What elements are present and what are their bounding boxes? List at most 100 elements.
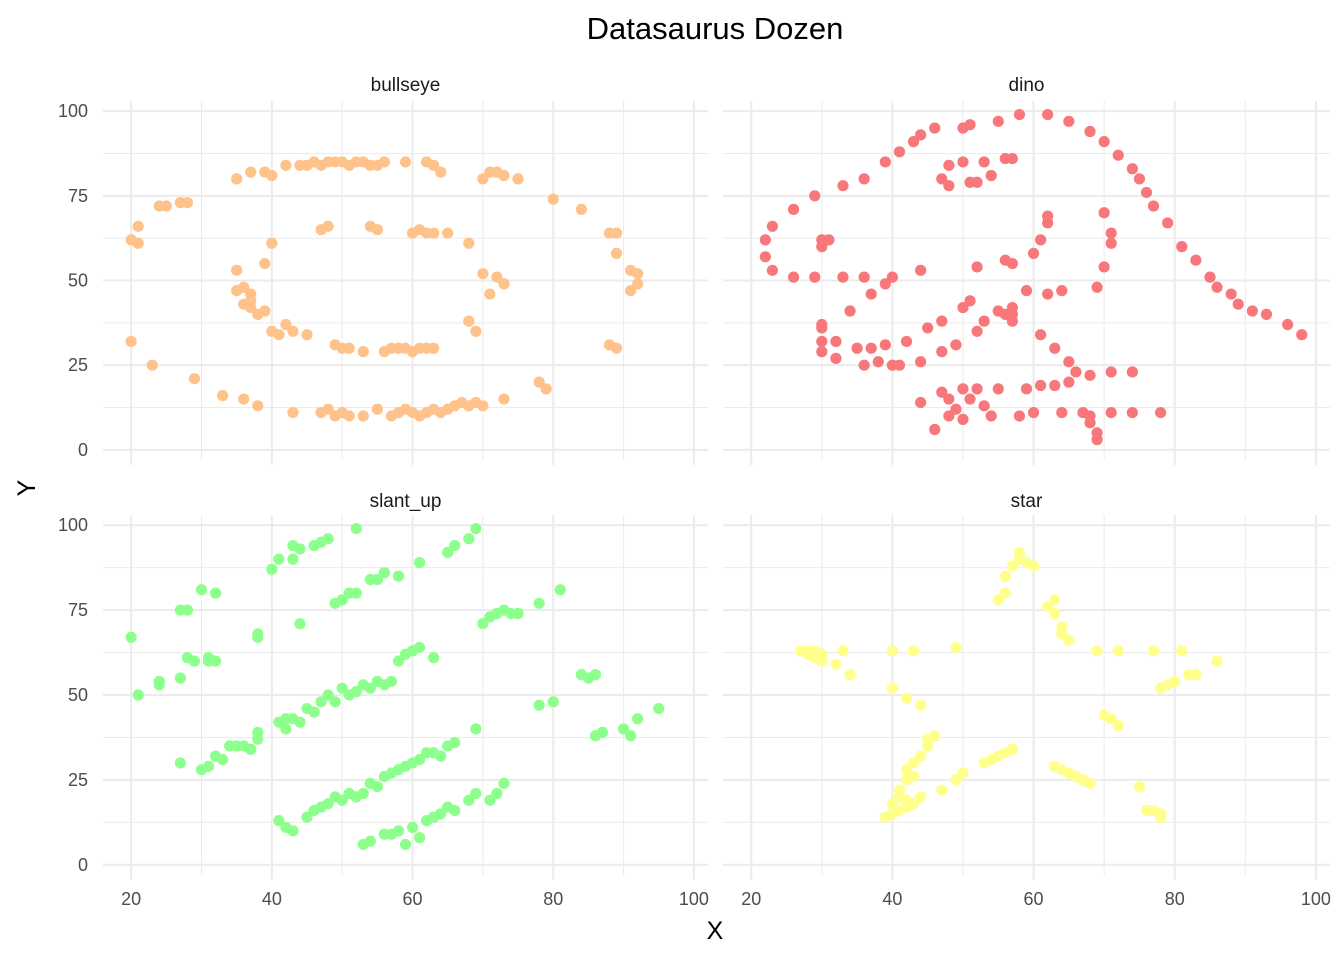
data-point bbox=[554, 584, 566, 596]
data-point bbox=[1155, 811, 1167, 823]
data-point bbox=[371, 573, 383, 586]
data-point bbox=[174, 757, 186, 769]
data-point bbox=[1232, 298, 1244, 310]
data-point bbox=[1190, 254, 1202, 266]
data-point bbox=[357, 410, 369, 422]
data-point bbox=[294, 543, 306, 555]
data-point bbox=[1211, 281, 1223, 293]
data-point bbox=[1049, 607, 1061, 620]
data-point bbox=[329, 696, 341, 708]
data-point bbox=[929, 730, 941, 742]
data-point bbox=[872, 356, 884, 368]
data-point bbox=[922, 322, 934, 334]
data-point bbox=[957, 301, 969, 314]
data-point bbox=[181, 604, 194, 616]
data-point bbox=[950, 403, 962, 415]
data-point bbox=[1020, 285, 1033, 297]
data-point bbox=[978, 315, 990, 327]
data-point bbox=[132, 220, 144, 232]
data-point bbox=[1098, 207, 1110, 219]
data-point bbox=[146, 359, 158, 371]
data-point bbox=[238, 281, 250, 293]
data-point bbox=[992, 383, 1004, 395]
facet-panels: bullseye 0 25 50 75 100 dino slant_up 0 25 50 75 100… bbox=[58, 75, 1331, 909]
data-point bbox=[1176, 645, 1188, 657]
data-point bbox=[449, 736, 461, 749]
data-point bbox=[1126, 366, 1138, 378]
data-point bbox=[477, 268, 489, 280]
data-point bbox=[964, 295, 976, 307]
data-point bbox=[1098, 261, 1110, 273]
data-point bbox=[392, 655, 405, 667]
data-point bbox=[1246, 305, 1258, 317]
data-point bbox=[153, 679, 165, 691]
data-point bbox=[1105, 406, 1117, 419]
data-point bbox=[1126, 406, 1138, 419]
data-point bbox=[174, 672, 186, 684]
data-point bbox=[809, 190, 821, 202]
facet-label-slant_up: slant_up bbox=[370, 491, 442, 512]
data-point bbox=[231, 173, 243, 185]
data-point bbox=[322, 533, 334, 545]
data-point bbox=[350, 522, 362, 535]
data-point bbox=[787, 271, 800, 283]
x-tick-label: 80 bbox=[1165, 889, 1185, 909]
data-point bbox=[498, 169, 510, 182]
data-point bbox=[132, 237, 144, 249]
data-point bbox=[308, 706, 320, 718]
data-point bbox=[294, 716, 306, 728]
x-tick-label: 80 bbox=[543, 889, 563, 909]
data-point bbox=[195, 584, 208, 596]
data-point bbox=[1027, 560, 1040, 572]
data-point bbox=[1013, 108, 1026, 121]
data-point bbox=[1105, 237, 1117, 249]
data-point bbox=[498, 278, 510, 290]
data-point bbox=[1147, 200, 1160, 212]
data-point bbox=[322, 220, 334, 232]
data-point bbox=[589, 669, 602, 681]
data-point bbox=[357, 787, 369, 800]
data-point bbox=[287, 553, 299, 565]
data-point bbox=[442, 227, 454, 239]
data-point bbox=[830, 352, 842, 364]
data-point bbox=[858, 271, 870, 283]
data-point bbox=[1035, 329, 1047, 341]
data-point bbox=[413, 641, 426, 654]
data-point bbox=[1112, 645, 1124, 657]
data-point bbox=[1084, 417, 1096, 429]
data-point bbox=[837, 645, 849, 657]
data-point bbox=[181, 197, 194, 209]
data-point bbox=[893, 146, 906, 158]
data-point bbox=[886, 271, 898, 283]
data-point bbox=[837, 180, 849, 192]
data-point bbox=[477, 400, 489, 412]
data-point bbox=[1056, 406, 1068, 419]
x-tick-label: 20 bbox=[741, 889, 761, 909]
data-point bbox=[766, 220, 779, 232]
data-point bbox=[617, 723, 630, 735]
data-point bbox=[1084, 777, 1096, 789]
data-point bbox=[759, 234, 771, 246]
data-point bbox=[1027, 247, 1040, 260]
data-point bbox=[575, 203, 587, 215]
data-point bbox=[406, 821, 419, 834]
x-tick-label: 60 bbox=[1024, 889, 1044, 909]
data-point bbox=[1006, 743, 1018, 755]
data-point bbox=[893, 359, 906, 371]
data-point bbox=[1049, 379, 1061, 392]
data-point bbox=[463, 315, 475, 327]
data-point bbox=[957, 156, 969, 168]
data-point bbox=[287, 825, 299, 837]
data-point bbox=[428, 342, 440, 354]
data-point bbox=[202, 760, 215, 772]
data-point bbox=[238, 393, 250, 405]
data-point bbox=[858, 359, 870, 371]
data-point bbox=[287, 325, 299, 337]
data-point bbox=[957, 413, 969, 425]
panel-bullseye: bullseye 0 25 50 75 100 bbox=[58, 75, 708, 465]
data-point bbox=[1042, 210, 1054, 222]
data-point bbox=[252, 631, 264, 643]
data-point bbox=[992, 115, 1004, 127]
data-point bbox=[343, 342, 355, 354]
data-point bbox=[259, 305, 271, 317]
